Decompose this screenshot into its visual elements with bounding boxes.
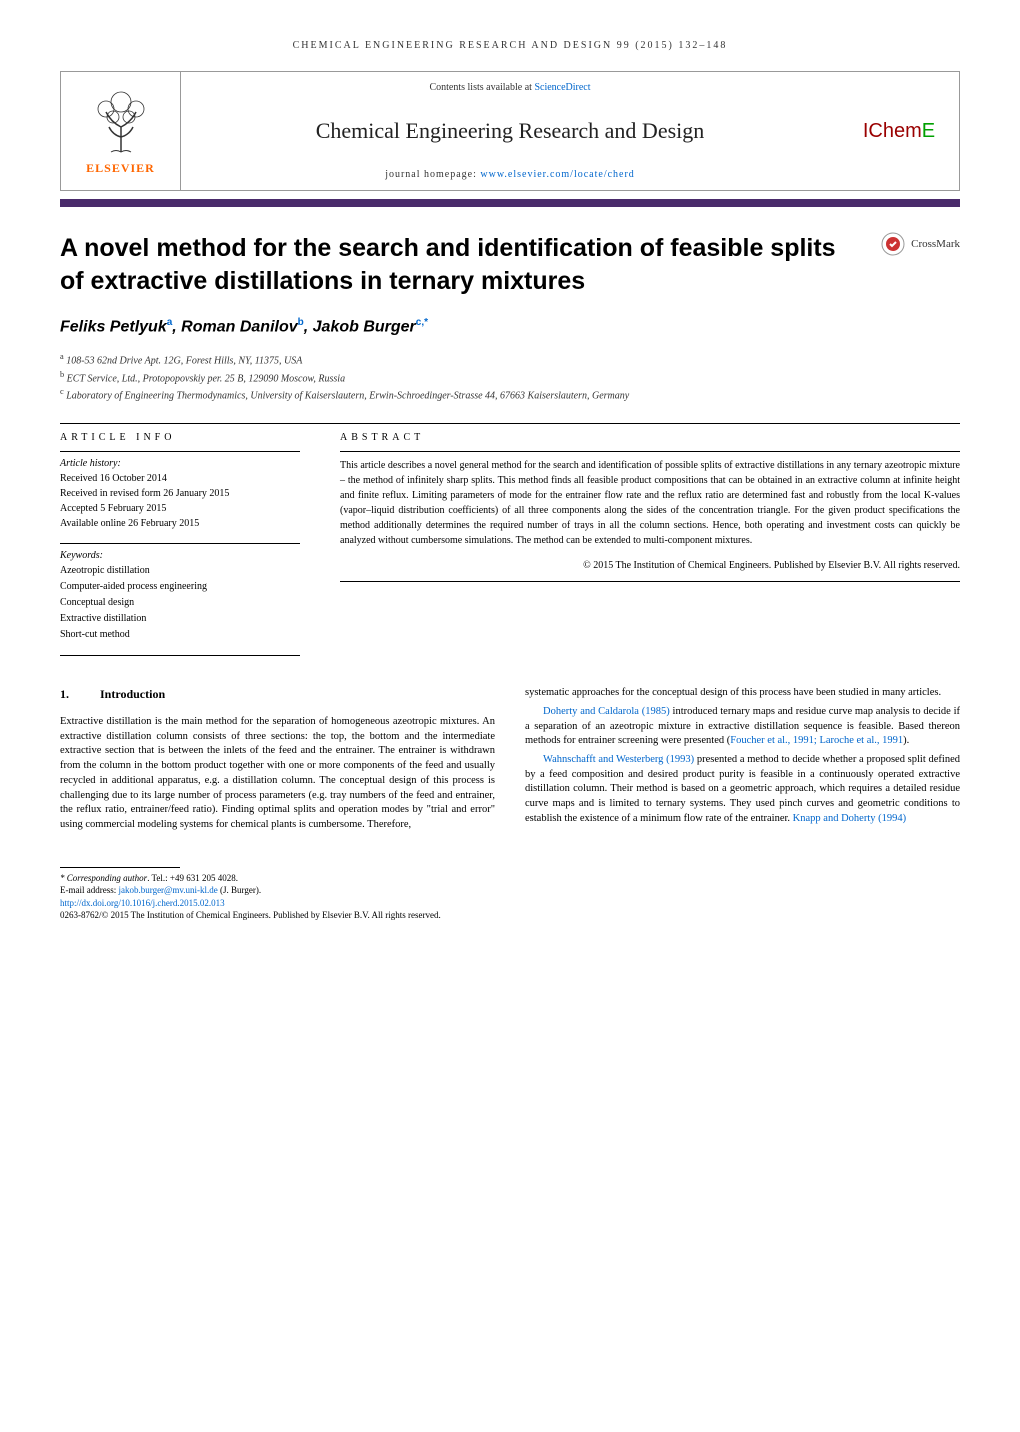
citation-link[interactable]: Doherty and Caldarola (1985) xyxy=(543,706,670,717)
article-title: A novel method for the search and identi… xyxy=(60,232,881,297)
article-info-header: ARTICLE INFO xyxy=(60,432,300,443)
elsevier-tree-icon xyxy=(81,87,161,157)
icheme-suffix: E xyxy=(922,120,935,143)
affiliation-b: b ECT Service, Ltd., Protopopovskiy per.… xyxy=(60,369,960,386)
journal-title: Chemical Engineering Research and Design xyxy=(201,118,819,144)
journal-banner: ELSEVIER Contents lists available at Sci… xyxy=(60,71,960,191)
corresponding-author-line: * Corresponding author. Tel.: +49 631 20… xyxy=(60,872,960,885)
icheme-prefix: IChem xyxy=(863,120,922,143)
section-title: Introduction xyxy=(100,687,165,701)
icheme-logo: IChemE xyxy=(839,72,959,190)
homepage-link[interactable]: www.elsevier.com/locate/cherd xyxy=(480,169,634,180)
email-label: E-mail address: xyxy=(60,885,118,895)
body-text: ). xyxy=(903,735,909,746)
affiliations: a 108-53 62nd Drive Apt. 12G, Forest Hil… xyxy=(60,351,960,403)
history-content: Received 16 October 2014 Received in rev… xyxy=(60,471,300,531)
homepage-prefix: journal homepage: xyxy=(385,169,480,180)
body-paragraph: systematic approaches for the conceptual… xyxy=(525,686,960,701)
section-heading: 1.Introduction xyxy=(60,686,495,703)
keyword-item: Short-cut method xyxy=(60,627,300,643)
email-link[interactable]: jakob.burger@mv.uni-kl.de xyxy=(118,885,217,895)
keywords-label: Keywords: xyxy=(60,550,300,561)
running-head: CHEMICAL ENGINEERING RESEARCH AND DESIGN… xyxy=(60,40,960,51)
email-suffix: (J. Burger). xyxy=(218,885,261,895)
crossmark-label: CrossMark xyxy=(911,238,960,250)
page-footer: * Corresponding author. Tel.: +49 631 20… xyxy=(60,867,960,922)
body-col-right: systematic approaches for the conceptual… xyxy=(525,686,960,836)
body-paragraph: Wahnschafft and Westerberg (1993) presen… xyxy=(525,753,960,826)
keyword-item: Extractive distillation xyxy=(60,611,300,627)
keyword-item: Conceptual design xyxy=(60,595,300,611)
abstract-col: ABSTRACT This article describes a novel … xyxy=(340,432,960,656)
received-date: Received 16 October 2014 xyxy=(60,471,300,486)
citation-link[interactable]: Foucher et al., 1991; Laroche et al., 19… xyxy=(730,735,903,746)
citation-link[interactable]: Knapp and Doherty (1994) xyxy=(793,813,906,824)
abstract-body: This article describes a novel general m… xyxy=(340,451,960,573)
info-bottom-rule xyxy=(60,655,300,656)
revised-date: Received in revised form 26 January 2015 xyxy=(60,486,300,501)
author-3-aff[interactable]: c, xyxy=(416,317,424,328)
elsevier-logo: ELSEVIER xyxy=(61,72,181,190)
section-number: 1. xyxy=(60,686,100,703)
body-col-left: 1.Introduction Extractive distillation i… xyxy=(60,686,495,836)
corr-tel: . Tel.: +49 631 205 4028. xyxy=(147,873,238,883)
citation-link[interactable]: Wahnschafft and Westerberg (1993) xyxy=(543,754,694,765)
author-3: Jakob Burger xyxy=(313,318,416,335)
crossmark-badge[interactable]: CrossMark xyxy=(881,232,960,256)
sciencedirect-link[interactable]: ScienceDirect xyxy=(534,82,590,93)
divider xyxy=(60,423,960,424)
footer-divider xyxy=(60,867,180,868)
keywords-list: Azeotropic distillation Computer-aided p… xyxy=(60,563,300,643)
abstract-copyright: © 2015 The Institution of Chemical Engin… xyxy=(340,558,960,573)
title-row: A novel method for the search and identi… xyxy=(60,232,960,317)
keyword-item: Azeotropic distillation xyxy=(60,563,300,579)
body-paragraph: Doherty and Caldarola (1985) introduced … xyxy=(525,705,960,749)
affiliation-c-text: Laboratory of Engineering Thermodynamics… xyxy=(66,390,629,401)
purple-divider-bar xyxy=(60,199,960,207)
body-paragraph: Extractive distillation is the main meth… xyxy=(60,715,495,833)
online-date: Available online 26 February 2015 xyxy=(60,516,300,531)
article-history-section: Article history: Received 16 October 201… xyxy=(60,451,300,531)
abstract-bottom-rule xyxy=(340,581,960,582)
affiliation-a: a 108-53 62nd Drive Apt. 12G, Forest Hil… xyxy=(60,351,960,368)
abstract-header: ABSTRACT xyxy=(340,432,960,443)
email-line: E-mail address: jakob.burger@mv.uni-kl.d… xyxy=(60,884,960,897)
affiliation-a-text: 108-53 62nd Drive Apt. 12G, Forest Hills… xyxy=(66,356,302,367)
body-columns: 1.Introduction Extractive distillation i… xyxy=(60,686,960,836)
homepage-line: journal homepage: www.elsevier.com/locat… xyxy=(201,169,819,180)
info-abstract-row: ARTICLE INFO Article history: Received 1… xyxy=(60,432,960,656)
keywords-section: Keywords: Azeotropic distillation Comput… xyxy=(60,543,300,643)
authors-line: Feliks Petlyuka, Roman Danilovb, Jakob B… xyxy=(60,317,960,336)
author-3-corr[interactable]: * xyxy=(424,317,428,328)
keyword-item: Computer-aided process engineering xyxy=(60,579,300,595)
author-1-aff[interactable]: a xyxy=(167,317,173,328)
affiliation-b-text: ECT Service, Ltd., Protopopovskiy per. 2… xyxy=(67,373,345,384)
accepted-date: Accepted 5 February 2015 xyxy=(60,501,300,516)
history-label: Article history: xyxy=(60,458,300,469)
article-info-col: ARTICLE INFO Article history: Received 1… xyxy=(60,432,300,656)
abstract-text: This article describes a novel general m… xyxy=(340,460,960,546)
banner-center: Contents lists available at ScienceDirec… xyxy=(181,72,839,190)
corr-label: * Corresponding author xyxy=(60,873,147,883)
issn-copyright: 0263-8762/© 2015 The Institution of Chem… xyxy=(60,909,960,922)
author-2: Roman Danilov xyxy=(181,318,297,335)
elsevier-label: ELSEVIER xyxy=(86,161,155,176)
contents-prefix: Contents lists available at xyxy=(429,82,534,93)
contents-available-line: Contents lists available at ScienceDirec… xyxy=(201,82,819,93)
affiliation-c: c Laboratory of Engineering Thermodynami… xyxy=(60,386,960,403)
crossmark-icon xyxy=(881,232,905,256)
author-1: Feliks Petlyuk xyxy=(60,318,167,335)
author-2-aff[interactable]: b xyxy=(298,317,304,328)
doi-link[interactable]: http://dx.doi.org/10.1016/j.cherd.2015.0… xyxy=(60,898,225,908)
